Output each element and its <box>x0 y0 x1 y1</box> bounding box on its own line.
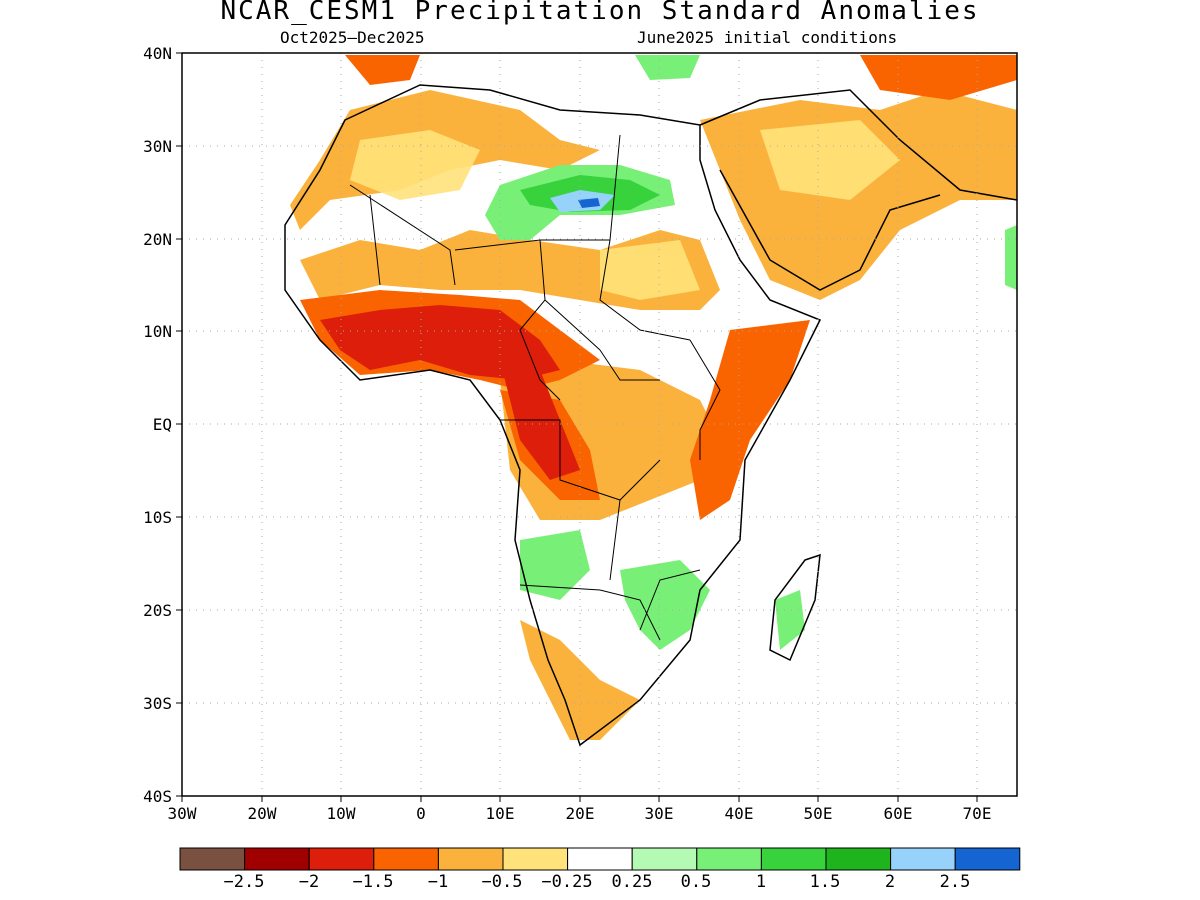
period-subtitle: Oct2025–Dec2025 <box>280 28 425 47</box>
anomaly-wet-india <box>1005 225 1017 290</box>
madagascar-coast <box>769 553 821 662</box>
colorbar-label: 0.5 <box>680 872 712 892</box>
colorbar-swatch <box>502 847 569 871</box>
colorbar-label: −1 <box>427 872 449 892</box>
lon-label: 10E <box>485 804 515 823</box>
initial-conditions-subtitle: June2025 initial conditions <box>637 28 898 47</box>
map-title: NCAR_CESM1 Precipitation Standard Anomal… <box>220 0 980 26</box>
coastline <box>284 84 822 747</box>
anomaly-wet-mediterranean <box>635 55 700 80</box>
lon-label: 70E <box>962 804 992 823</box>
colorbar-swatch <box>825 847 892 871</box>
lon-label: 0 <box>416 804 426 823</box>
tick-marks <box>176 52 978 802</box>
colorbar-swatch <box>760 847 827 871</box>
anomaly-wet-southern <box>620 560 710 650</box>
anomaly-dry-eastafrica <box>690 320 810 520</box>
lon-label: 50E <box>803 804 833 823</box>
anomaly-weak-dry-2 <box>600 240 700 300</box>
lat-label: EQ <box>152 415 172 434</box>
colorbar-label: −0.25 <box>541 872 593 892</box>
anomaly-wet-angola <box>520 530 590 600</box>
lat-label: 40N <box>143 44 172 63</box>
colorbar-swatch <box>244 847 310 871</box>
colorbar-label: 1 <box>755 872 767 892</box>
anomaly-dry-morocco <box>345 55 420 85</box>
anomaly-wet-madagascar <box>775 590 805 650</box>
lon-label: 60E <box>883 804 913 823</box>
anomaly-field <box>284 55 1017 747</box>
gridlines <box>182 53 1017 796</box>
lat-label: 20N <box>143 230 172 249</box>
lon-label: 30E <box>644 804 674 823</box>
lat-label: 20S <box>143 601 172 620</box>
colorbar-swatch <box>308 847 375 871</box>
colorbar-label: −2.5 <box>223 872 265 892</box>
country-borders <box>349 134 721 641</box>
anomaly-weak-dry-3 <box>760 120 900 200</box>
colorbar-label: 0.25 <box>611 872 653 892</box>
anomaly-dry-south <box>520 620 640 740</box>
colorbar-swatch <box>179 847 246 871</box>
colorbar-swatch <box>567 847 633 871</box>
lat-label: 40S <box>143 787 172 806</box>
lat-label: 30N <box>143 137 172 156</box>
colorbar-swatch <box>890 847 956 871</box>
colorbar-label: 2 <box>884 872 896 892</box>
lon-label: 20E <box>565 804 595 823</box>
lat-label: 10S <box>143 508 172 527</box>
colorbar-swatch <box>696 847 762 871</box>
anomaly-dry-iran <box>860 55 1017 100</box>
lat-label: 30S <box>143 694 172 713</box>
colorbar-label: 1.5 <box>809 872 841 892</box>
colorbar-swatch <box>437 847 504 871</box>
colorbar-swatch <box>373 847 439 871</box>
lon-label: 30W <box>167 804 197 823</box>
lon-label: 20W <box>247 804 277 823</box>
colorbar-label: −0.5 <box>481 872 523 892</box>
colorbar-swatch <box>954 847 1021 871</box>
anomaly-weak-dry-1 <box>350 130 480 200</box>
colorbar <box>179 847 1021 871</box>
map-frame <box>181 52 1018 797</box>
anomaly-max-wet-sahara <box>578 198 600 208</box>
colorbar-label: −1.5 <box>352 872 394 892</box>
colorbar-label: −2 <box>298 872 320 892</box>
lat-label: 10N <box>143 322 172 341</box>
colorbar-swatch <box>631 847 698 871</box>
lon-label: 40E <box>724 804 754 823</box>
colorbar-label: 2.5 <box>939 872 971 892</box>
lon-label: 10W <box>326 804 356 823</box>
